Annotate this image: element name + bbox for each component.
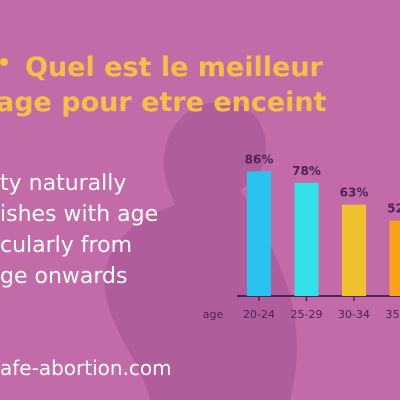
bar (342, 204, 366, 296)
value-label: 63% (340, 186, 369, 200)
bar (389, 220, 400, 296)
bar (247, 171, 271, 296)
title-line: age pour etre enceint (0, 87, 327, 118)
x-tick-label: 35-39 (386, 308, 400, 321)
bar (294, 182, 319, 296)
title-line: Quel est le meilleur (25, 52, 324, 83)
text-line: ishes with age (0, 202, 158, 227)
text-line: cularly from (0, 233, 132, 258)
website: afe-abortion.com (0, 356, 172, 380)
value-label: 78% (292, 164, 321, 178)
bars: 86% 20-24 78% 25-29 63% 30-34 52% 35-39 (243, 152, 400, 321)
text-line: ge onwards (0, 264, 127, 289)
value-label: 52% (387, 202, 400, 216)
x-tick-label: 25-29 (291, 308, 323, 321)
value-label: 86% (245, 152, 274, 166)
x-tick-label: 30-34 (338, 308, 370, 321)
x-axis-label: age (203, 308, 224, 321)
bullet (0, 58, 8, 66)
x-tick-label: 20-24 (243, 308, 275, 321)
text-line: ty naturally (0, 171, 126, 196)
